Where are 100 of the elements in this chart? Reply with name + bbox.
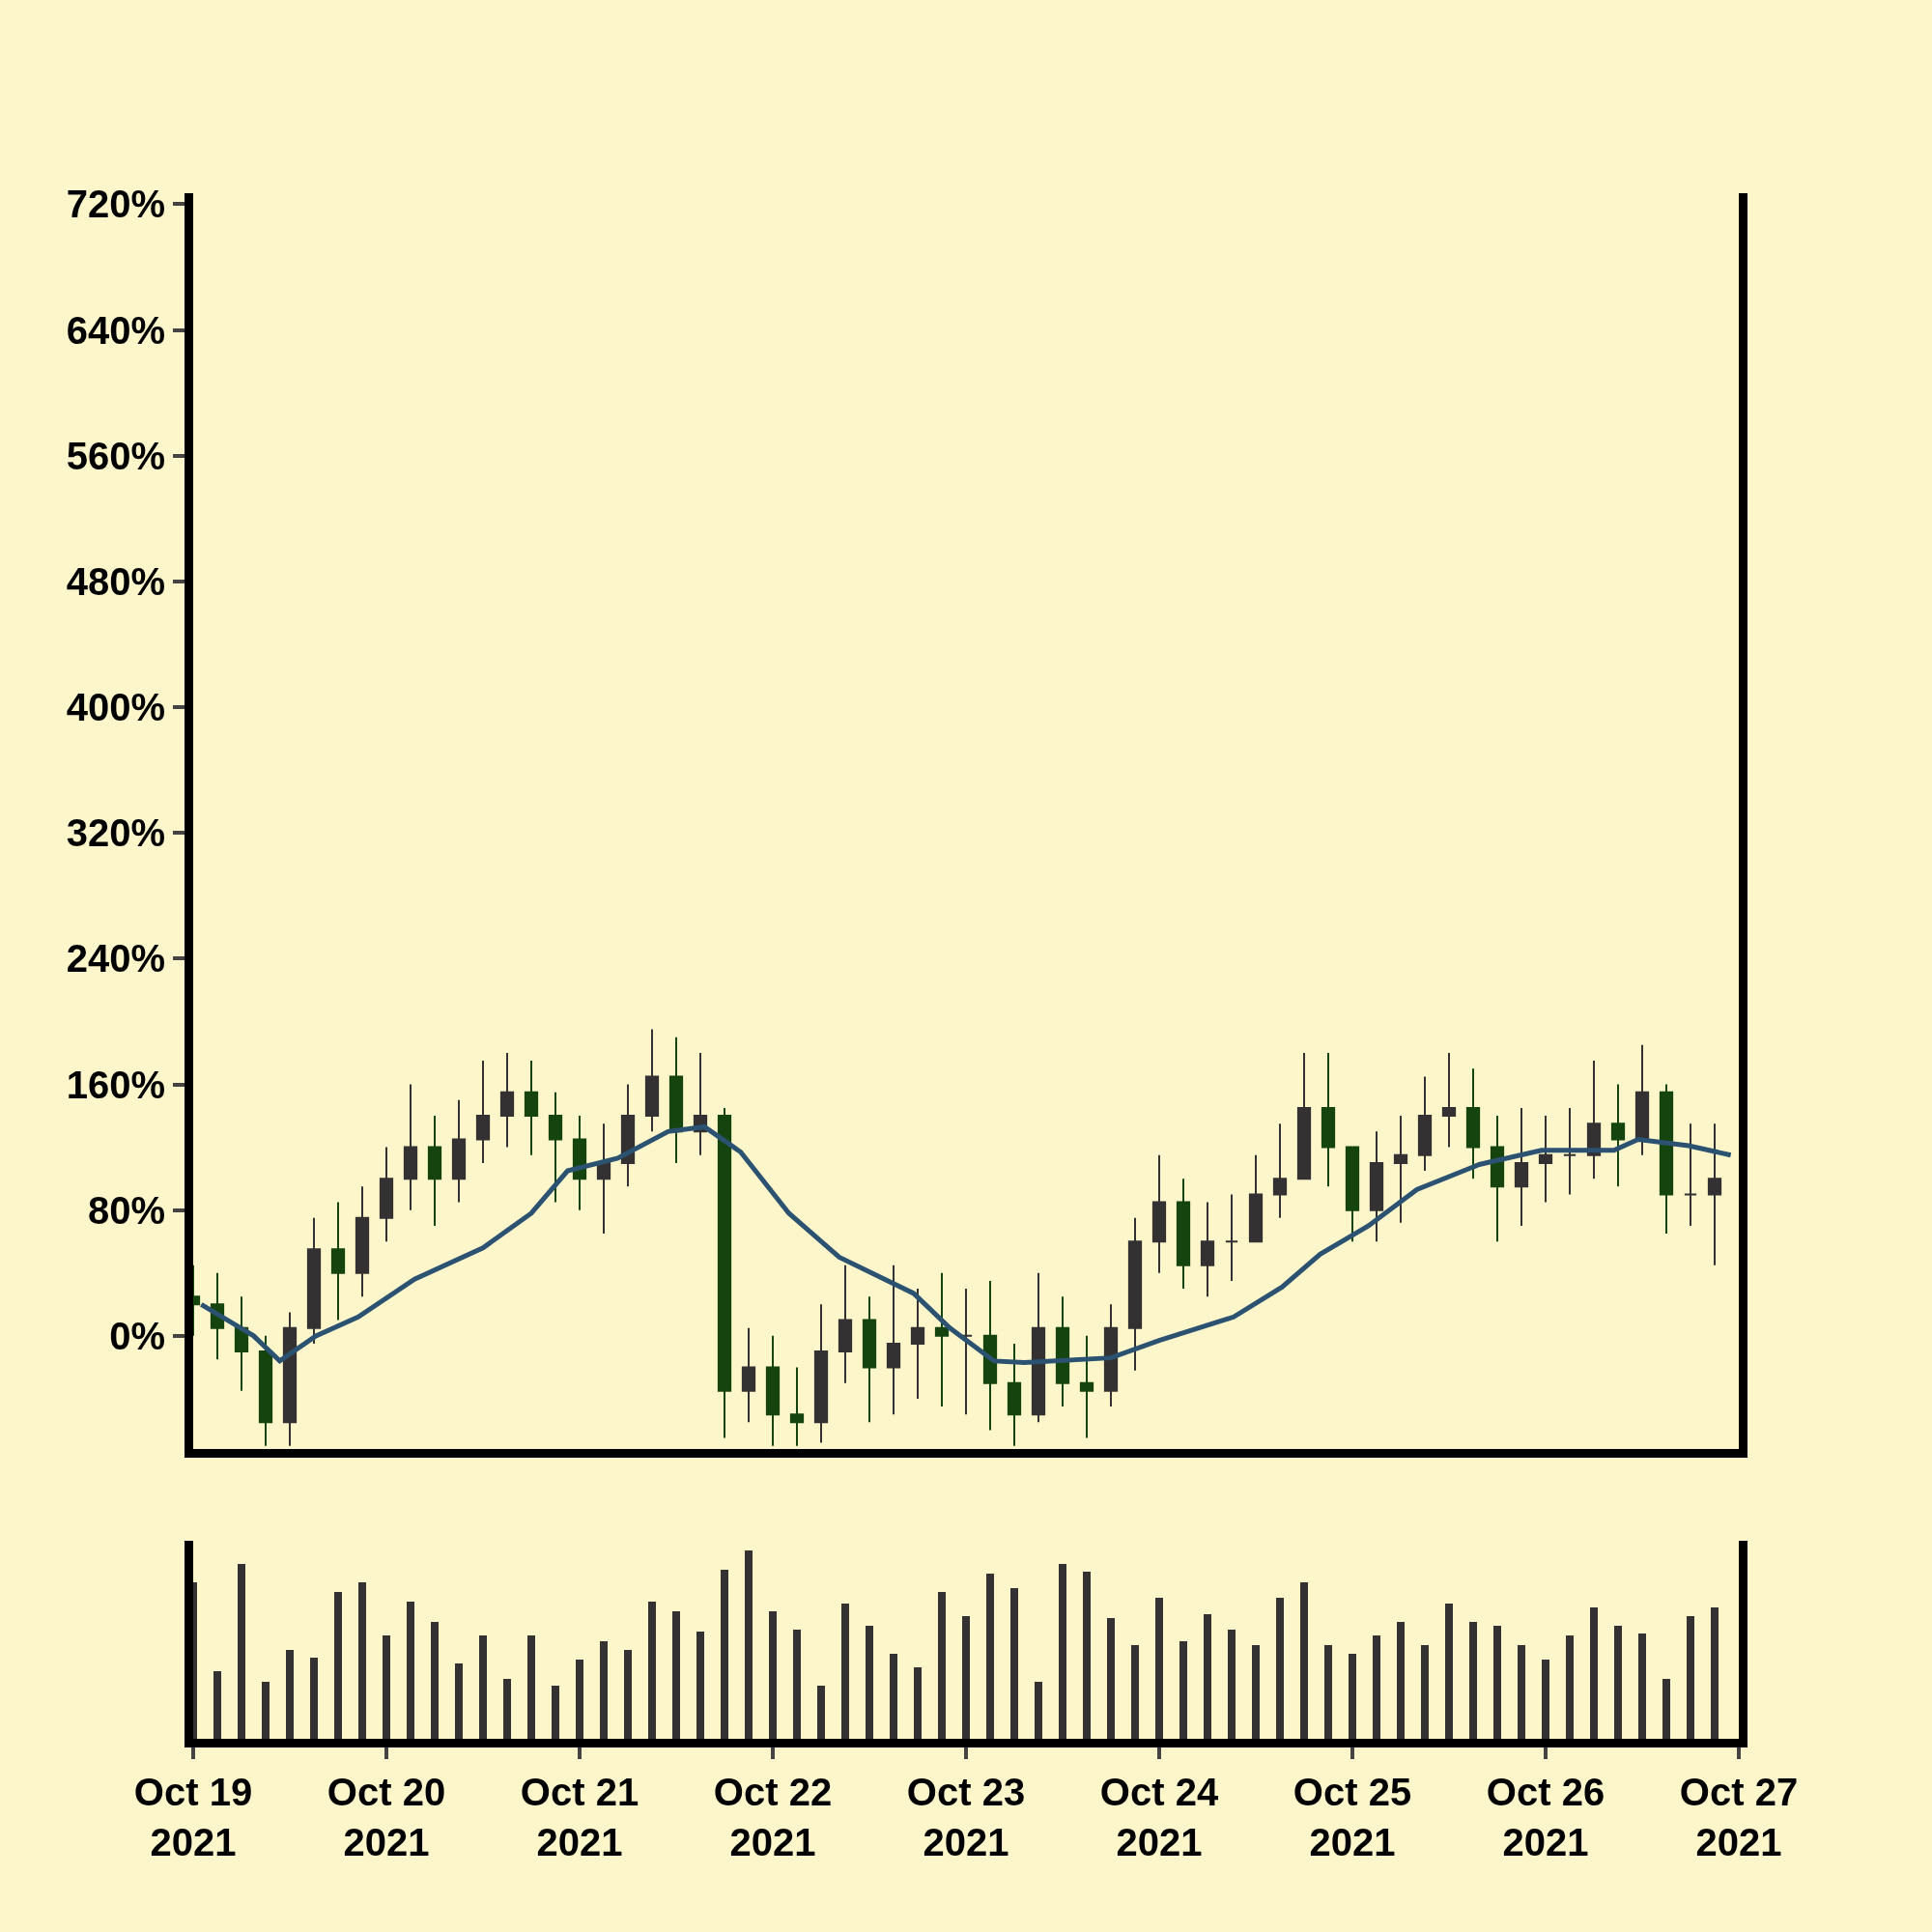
candlestick — [1272, 1122, 1288, 1219]
bar — [213, 1671, 221, 1739]
candlestick — [451, 1098, 467, 1204]
candlestick — [813, 1303, 829, 1444]
candlestick — [644, 1028, 660, 1133]
x-tick-label: Oct 20 2021 — [327, 1771, 446, 1863]
bar — [769, 1611, 777, 1739]
candlestick — [1224, 1193, 1239, 1282]
candlestick — [717, 1106, 732, 1439]
candlestick — [596, 1122, 611, 1236]
candlestick — [524, 1060, 539, 1156]
candlestick — [1296, 1051, 1312, 1180]
bar — [1493, 1626, 1501, 1739]
candlestick — [1634, 1043, 1650, 1156]
candlestick — [403, 1083, 418, 1211]
bar — [672, 1611, 680, 1739]
candlestick — [1079, 1334, 1094, 1439]
bar — [1373, 1635, 1380, 1739]
candlestick — [1707, 1122, 1722, 1266]
candlestick — [1200, 1201, 1215, 1298]
candlestick — [1176, 1178, 1191, 1291]
y-tick-label: 0% — [109, 1314, 165, 1357]
candlestick — [838, 1264, 853, 1384]
bar — [1252, 1645, 1260, 1739]
bar — [1542, 1660, 1549, 1739]
y-tick-label: 720% — [66, 183, 165, 226]
bar — [1566, 1635, 1574, 1739]
bar — [745, 1550, 753, 1739]
bar — [238, 1564, 245, 1739]
candlestick — [475, 1060, 491, 1164]
x-tick-label: Oct 26 2021 — [1486, 1771, 1605, 1863]
y-tick-label: 400% — [66, 686, 165, 729]
candlestick — [620, 1083, 636, 1188]
bar — [552, 1686, 559, 1739]
y-tick-label: 80% — [87, 1188, 165, 1232]
bar — [1590, 1607, 1598, 1739]
bar — [914, 1667, 922, 1739]
candlestick — [1490, 1115, 1505, 1243]
bar — [841, 1604, 849, 1739]
y-tick-label: 160% — [66, 1063, 165, 1106]
candlestick — [1369, 1130, 1384, 1243]
bar — [262, 1682, 270, 1739]
candlestick — [258, 1334, 273, 1447]
bar — [527, 1635, 535, 1739]
x-tick-label: Oct 22 2021 — [713, 1771, 833, 1863]
candlestick — [789, 1366, 805, 1447]
candlestick — [910, 1288, 925, 1400]
x-tick-label: Oct 27 2021 — [1679, 1771, 1799, 1863]
bar — [1300, 1582, 1308, 1739]
bar — [962, 1616, 970, 1739]
bar — [1083, 1572, 1091, 1739]
candlestick — [499, 1051, 515, 1149]
bar — [1204, 1614, 1211, 1739]
x-tick-label: Oct 24 2021 — [1099, 1771, 1219, 1863]
candlestick — [982, 1279, 998, 1432]
candlestick — [668, 1036, 684, 1164]
bar — [407, 1602, 414, 1739]
bar — [1228, 1630, 1236, 1739]
candlestick — [1151, 1153, 1167, 1274]
bar — [890, 1654, 897, 1739]
bar — [455, 1663, 463, 1739]
bar — [310, 1658, 318, 1739]
candlestick — [1514, 1106, 1529, 1227]
bar — [866, 1626, 873, 1739]
bar — [721, 1570, 728, 1739]
bar — [1035, 1682, 1042, 1739]
bar — [503, 1679, 511, 1739]
candlestick — [1441, 1051, 1457, 1149]
bar — [1711, 1607, 1719, 1739]
candlestick — [1248, 1153, 1264, 1243]
bar — [1469, 1622, 1477, 1739]
bar — [286, 1650, 294, 1739]
candlestick — [1055, 1295, 1070, 1408]
candlestick — [234, 1295, 249, 1392]
candlestick — [1683, 1122, 1698, 1227]
candlestick — [765, 1334, 781, 1447]
candlestick — [1562, 1106, 1577, 1196]
bar — [1349, 1654, 1356, 1739]
bar — [431, 1622, 439, 1739]
bar — [793, 1630, 801, 1739]
y-tick-label: 480% — [66, 559, 165, 603]
candlestick — [282, 1311, 298, 1447]
bar — [1010, 1588, 1018, 1739]
x-tick-label: Oct 25 2021 — [1293, 1771, 1412, 1863]
bar — [600, 1641, 608, 1739]
bar — [1445, 1604, 1453, 1739]
candlestick — [1417, 1075, 1433, 1173]
candlestick — [330, 1201, 346, 1321]
candlestick — [1610, 1083, 1626, 1188]
bar — [938, 1592, 946, 1739]
bar — [1638, 1634, 1646, 1739]
y-tick-label: 240% — [66, 937, 165, 980]
candlestick — [741, 1326, 756, 1424]
candlestick — [1659, 1083, 1674, 1236]
candlestick — [1103, 1303, 1119, 1408]
candlestick — [934, 1271, 950, 1408]
bar — [696, 1632, 704, 1739]
candlestick — [548, 1091, 563, 1204]
x-tick-label: Oct 23 2021 — [906, 1771, 1026, 1863]
bar — [1059, 1564, 1066, 1739]
